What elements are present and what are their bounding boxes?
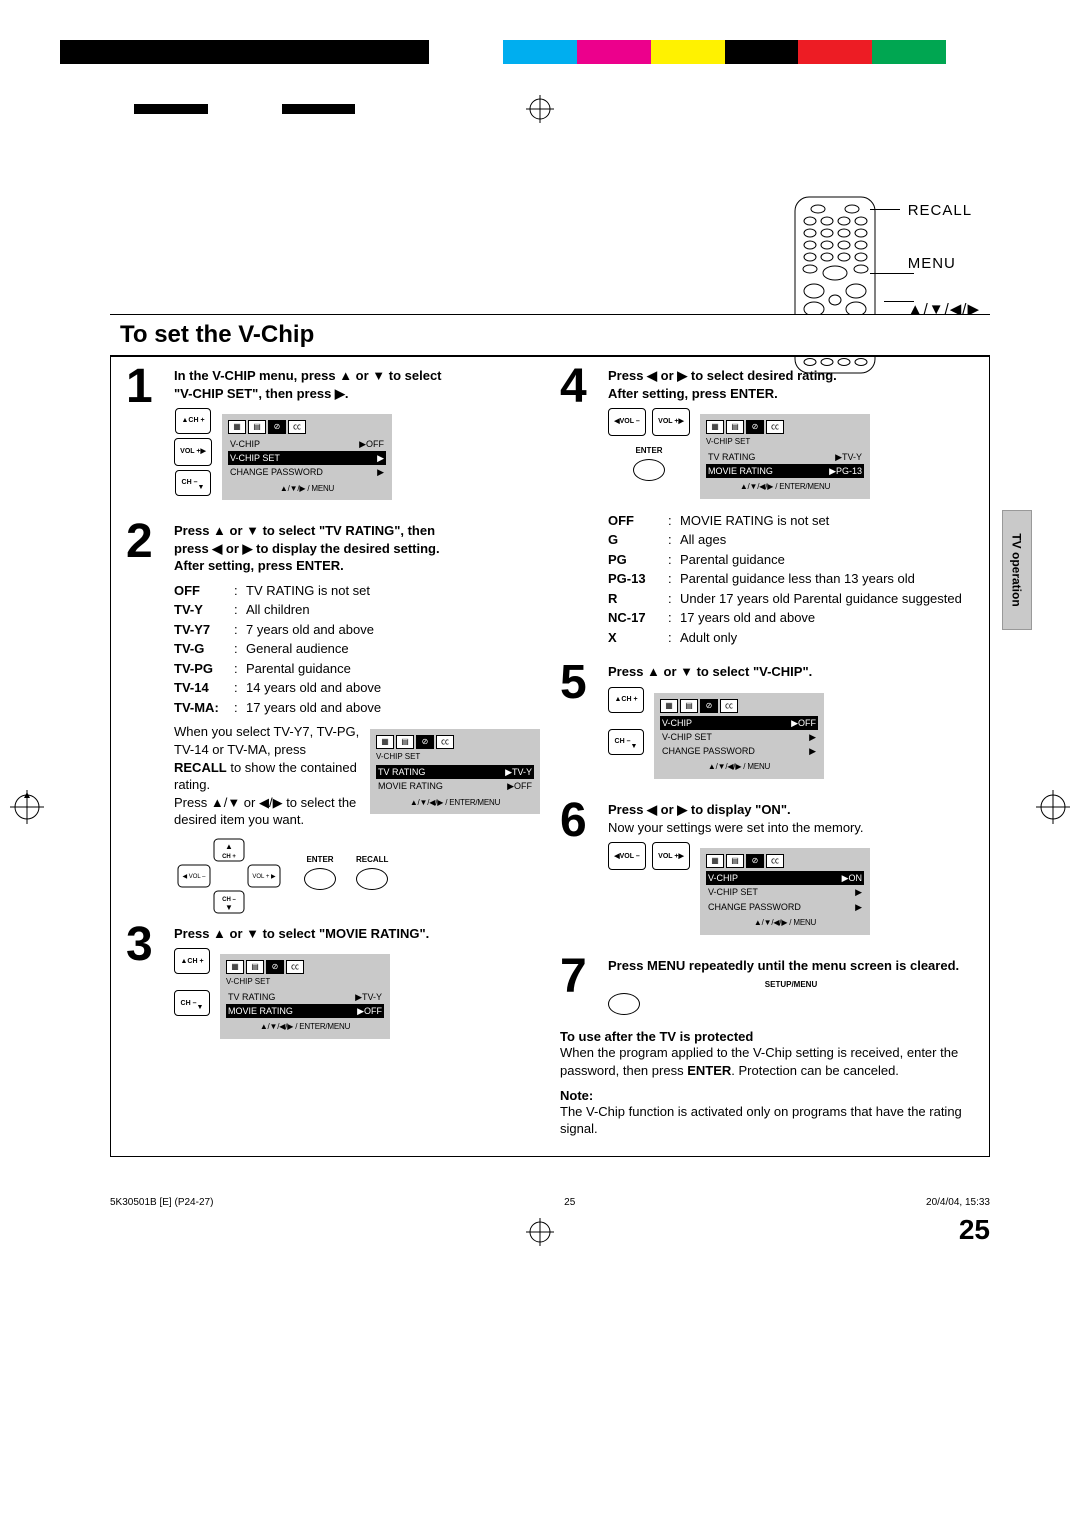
step-number: 4 [560, 367, 600, 653]
step-1-text-b: "V-CHIP SET", then press ▶. [174, 385, 540, 403]
nav-ch-vol: ▲CH + VOL +▶ CH –▼ [174, 408, 212, 496]
step-4: 4 Press ◀ or ▶ to select desired rating.… [560, 367, 974, 653]
crop-mark-right [1036, 790, 1070, 829]
after-note-title: To use after the TV is protected [560, 1029, 974, 1044]
osd-movie-rating: ▦▤⊘㏄V-CHIP SETTV RATING▶TV-YMOVIE RATING… [220, 954, 390, 1039]
section-title: To set the V-Chip [110, 314, 990, 357]
after-note-body: When the program applied to the V-Chip s… [560, 1044, 974, 1079]
step-4-text-a: Press ◀ or ▶ to select desired rating. [608, 367, 974, 385]
step-number: 7 [560, 957, 600, 1020]
step-5: 5 Press ▲ or ▼ to select "V-CHIP". ▲CH +… [560, 663, 974, 791]
note-label: Note: [560, 1088, 974, 1103]
step-2-para: When you select TV-Y7, TV-PG, TV-14 or T… [174, 723, 360, 828]
menu-button-icon: SETUP/MENU [608, 980, 974, 1019]
footer-right: 20/4/04, 15:33 [926, 1197, 990, 1208]
dpad-icon: ▲ CH + ◀ VOL – VOL + ▶ CH – ▼ [174, 835, 284, 915]
step-7: 7 Press MENU repeatedly until the menu s… [560, 957, 974, 1020]
step-number: 5 [560, 663, 600, 791]
svg-text:◀ VOL –: ◀ VOL – [182, 874, 206, 880]
tv-rating-list: OFF:TV RATING is not setTV-Y:All childre… [174, 581, 540, 718]
left-column: 1 In the V-CHIP menu, press ▲ or ▼ to se… [126, 367, 540, 1138]
step-6-text-b: Now your settings were set into the memo… [608, 819, 974, 837]
crop-mark-bottom [0, 1218, 1080, 1251]
label-line [870, 209, 900, 210]
step-number: 1 [126, 367, 166, 512]
recall-button-icon: RECALL [356, 855, 388, 894]
footer-center: 25 [564, 1197, 575, 1208]
step-3-text: Press ▲ or ▼ to select "MOVIE RATING". [174, 925, 540, 943]
step-number: 3 [126, 925, 166, 1051]
nav-vol: ◀VOL – VOL +▶ [608, 842, 690, 870]
registration-color-bar [60, 40, 1020, 64]
step-6: 6 Press ◀ or ▶ to display "ON". Now your… [560, 801, 974, 946]
osd-vchip-on: ▦▤⊘㏄V-CHIP▶ONV-CHIP SET▶CHANGE PASSWORD▶… [700, 848, 870, 934]
step-7-text: Press MENU repeatedly until the menu scr… [608, 957, 974, 975]
step-5-text: Press ▲ or ▼ to select "V-CHIP". [608, 663, 974, 681]
svg-text:CH +: CH + [222, 854, 236, 860]
content-box: 1 In the V-CHIP menu, press ▲ or ▼ to se… [110, 357, 990, 1157]
step-2-text-b: press ◀ or ▶ to display the desired sett… [174, 540, 540, 558]
osd-movie-rating-set: ▦▤⊘㏄V-CHIP SETTV RATING▶TV-YMOVIE RATING… [700, 414, 870, 499]
step-number: 2 [126, 522, 166, 914]
step-4-text-b: After setting, press ENTER. [608, 385, 974, 403]
step-1: 1 In the V-CHIP menu, press ▲ or ▼ to se… [126, 367, 540, 512]
osd-vchipset: ▦▤⊘㏄V-CHIP SETTV RATING▶TV-YMOVIE RATING… [370, 729, 540, 814]
svg-text:VOL + ▶: VOL + ▶ [252, 874, 276, 880]
nav-ch: ▲CH + CH –▼ [174, 948, 210, 1016]
movie-rating-list: OFF:MOVIE RATING is not setG:All agesPG:… [608, 511, 974, 648]
step-1-text-a: In the V-CHIP menu, press ▲ or ▼ to sele… [174, 367, 540, 385]
svg-text:▲: ▲ [225, 842, 233, 851]
step-6-text-a: Press ◀ or ▶ to display "ON". [608, 801, 974, 819]
step-2-text-c: After setting, press ENTER. [174, 557, 540, 575]
step-2: 2 Press ▲ or ▼ to select "TV RATING", th… [126, 522, 540, 914]
step-2-text-a: Press ▲ or ▼ to select "TV RATING", then [174, 522, 540, 540]
remote-label-menu: MENU [908, 255, 980, 272]
svg-text:▼: ▼ [225, 903, 233, 912]
note-body: The V-Chip function is activated only on… [560, 1103, 974, 1138]
crop-mark-top [526, 95, 554, 128]
osd-vchip-menu: ▦▤⊘㏄V-CHIP▶OFFV-CHIP SET▶CHANGE PASSWORD… [222, 414, 392, 500]
nav-ch: ▲CH + CH –▼ [608, 687, 644, 755]
chapter-tab-label: TV operation [1010, 533, 1024, 606]
chapter-tab: TV operation [1002, 510, 1032, 630]
osd-vchip-select: ▦▤⊘㏄V-CHIP▶OFFV-CHIP SET▶CHANGE PASSWORD… [654, 693, 824, 779]
footer: 5K30501B [E] (P24-27) 25 20/4/04, 15:33 [110, 1197, 990, 1208]
page-number: 25 [959, 1214, 990, 1246]
remote-label-recall: RECALL [908, 202, 980, 219]
enter-button-icon: ENTER [304, 855, 336, 894]
right-column: 4 Press ◀ or ▶ to select desired rating.… [560, 367, 974, 1138]
footer-left: 5K30501B [E] (P24-27) [110, 1197, 213, 1208]
step-3: 3 Press ▲ or ▼ to select "MOVIE RATING".… [126, 925, 540, 1051]
crop-mark-left [10, 790, 44, 829]
nav-vol-enter: ◀VOL – VOL +▶ ENTER [608, 408, 690, 485]
step-number: 6 [560, 801, 600, 946]
